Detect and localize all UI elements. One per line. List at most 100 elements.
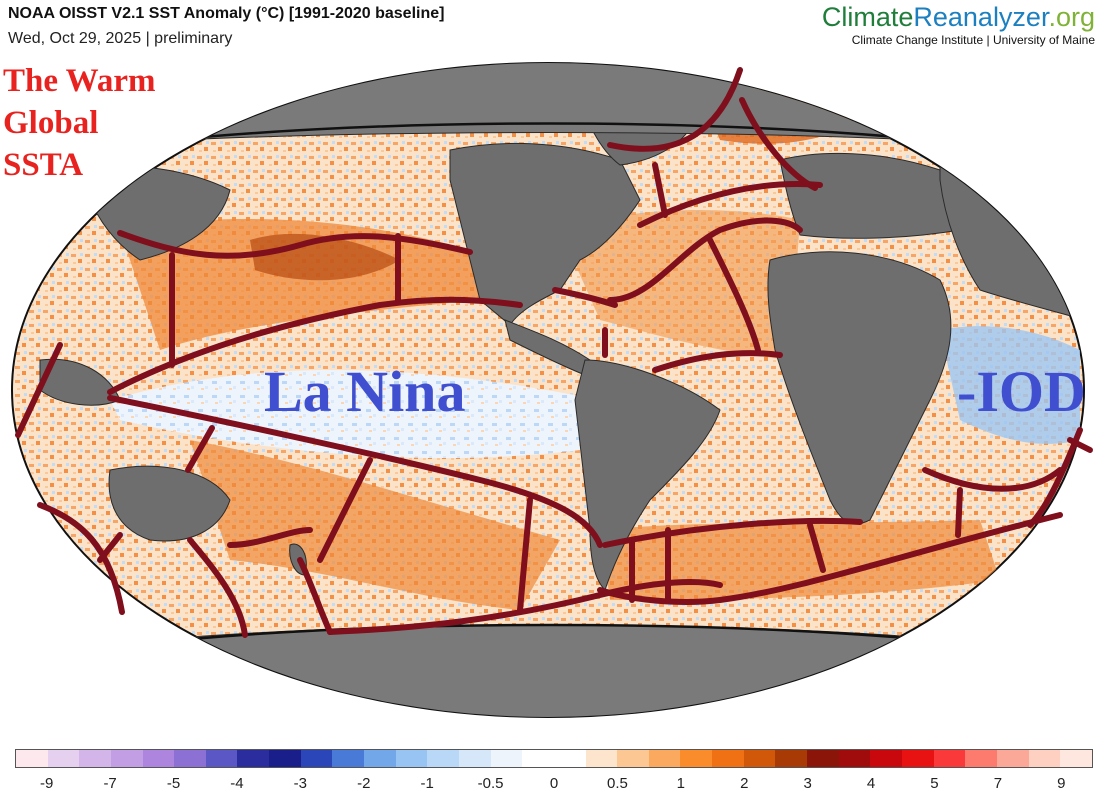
colorbar-tick-label: 0.5 (606, 775, 628, 792)
line-barents-2 (739, 97, 818, 191)
colorbar-swatch (965, 750, 997, 767)
colorbar-swatch (427, 750, 459, 767)
iod-annotation: -IOD (957, 359, 1086, 424)
line-west-maritime (15, 342, 63, 438)
colorbar-tick-label: -1 (420, 775, 434, 792)
colorbar-swatch (269, 750, 301, 767)
land-south-america (574, 359, 721, 591)
colorbar-tick-label: 4 (866, 775, 876, 792)
line-indian-divider (955, 487, 963, 538)
colorbar-tick-label: 7 (993, 775, 1003, 792)
warm-annotation-line-1: The Warm (3, 63, 156, 99)
colorbar-tick-label: -4 (230, 775, 244, 792)
colorbar-tick-label: 2 (740, 775, 749, 792)
colorbar-swatch (743, 750, 776, 767)
line-norwegian-v (652, 162, 668, 218)
anomaly-equatorial-pacific-cool (110, 370, 600, 459)
line-atlantic-east (707, 237, 761, 353)
line-atlantic-north-arc (607, 217, 803, 303)
colorbar-swatch (205, 750, 238, 767)
land-antarctica (149, 624, 961, 717)
line-sp-divider-1 (317, 457, 373, 563)
colorbar-tick-label: 3 (803, 775, 812, 792)
land-australia (108, 465, 231, 542)
line-aus-east (187, 537, 248, 638)
line-aus-tasman (185, 425, 215, 473)
colorbar-swatch (522, 750, 554, 767)
colorbar-swatch (996, 750, 1029, 767)
anomaly-south-pacific-warm (190, 440, 560, 610)
colorbar-tick-label: -7 (103, 775, 117, 792)
colorbar-swatch (933, 750, 966, 767)
line-sp-divider-2 (517, 497, 533, 613)
warm-annotation-line-2: Global (3, 105, 99, 141)
line-sp-left (297, 557, 333, 635)
line-north-pacific-bottom (107, 296, 523, 395)
colorbar-swatch (110, 750, 143, 767)
line-south-atlantic-top (602, 517, 863, 548)
line-tropical-atlantic (652, 350, 783, 373)
colorbar-swatch (300, 750, 333, 767)
colorbar-tick-label: -5 (166, 775, 181, 792)
colorbar-swatch (364, 750, 396, 767)
line-north-pacific-top (117, 230, 473, 259)
colorbar-swatch (648, 750, 681, 767)
colorbar-swatch (237, 750, 270, 767)
anomaly-indian-ocean-cool (940, 326, 1080, 444)
colorbar-tick-label: 5 (930, 775, 939, 792)
colorbar-tick-label: -9 (40, 775, 54, 792)
map-title: NOAA OISST V2.1 SST Anomaly (°C) [1991-2… (8, 5, 445, 22)
colorbar-swatch (1028, 750, 1061, 767)
arctic-ice-boundary (169, 122, 931, 142)
anomaly-colorbar (15, 749, 1093, 768)
line-barents-1 (607, 67, 743, 152)
colorbar-tick-label: 9 (1057, 775, 1066, 792)
annotation-lines (15, 67, 1093, 638)
colorbar-swatch (458, 750, 491, 767)
world-map (11, 62, 1093, 718)
colorbar-swatch (1060, 750, 1092, 767)
line-north-atlantic-top (637, 181, 823, 228)
colorbar-swatch (712, 750, 744, 767)
map-date: Wed, Oct 29, 2025 | preliminary (8, 30, 233, 47)
colorbar-swatch (838, 750, 871, 767)
antarctic-ice-boundary (179, 623, 931, 642)
line-sa-divider-3 (807, 522, 826, 573)
warm-annotation-line-3: SSTA (3, 147, 84, 183)
colorbar-swatch (490, 750, 523, 767)
line-aus-west (37, 502, 125, 615)
colorbar-tick-label: 0 (549, 775, 559, 792)
la-nina-annotation: La Nina (264, 359, 466, 424)
anomaly-north-pacific-warm (120, 218, 480, 350)
line-iod-east-stub (1067, 437, 1093, 453)
land-arctic-cap (179, 63, 921, 141)
colorbar-swatch (79, 750, 111, 767)
colorbar-tick-label: -2 (357, 775, 371, 792)
climate-reanalyzer-logo[interactable]: ClimateReanalyzer.org (822, 2, 1095, 33)
colorbar-swatch (553, 750, 586, 767)
logo-part-climate: Climate (821, 2, 914, 32)
colorbar-swatch (16, 750, 48, 767)
colorbar-swatch (332, 750, 365, 767)
colorbar-tick-label: -0.5 (477, 775, 504, 792)
colorbar-swatch (617, 750, 649, 767)
colorbar-swatch (775, 750, 808, 767)
line-south-pacific-bottom (327, 579, 723, 635)
colorbar-tick-label: -3 (293, 775, 308, 792)
line-indian-south (922, 467, 1063, 492)
logo-part-org: .org (1048, 2, 1095, 32)
colorbar-swatch (901, 750, 934, 767)
line-south-atlantic-bottom (597, 512, 1063, 605)
warm-global-ssta-annotation: The Warm Global SSTA (3, 60, 155, 186)
colorbar-swatch (870, 750, 902, 767)
line-aus-west-2 (97, 532, 123, 563)
anomaly-atlantic-warm (560, 210, 800, 360)
brand-subtitle: Climate Change Institute | University of… (851, 33, 1095, 47)
colorbar-swatch (807, 750, 839, 767)
line-aus-south (227, 527, 313, 548)
logo-part-reanalyzer: Reanalyzer (913, 2, 1049, 32)
colorbar-swatch (585, 750, 618, 767)
colorbar-tick-label: 1 (676, 775, 685, 792)
colorbar-swatch (680, 750, 713, 767)
